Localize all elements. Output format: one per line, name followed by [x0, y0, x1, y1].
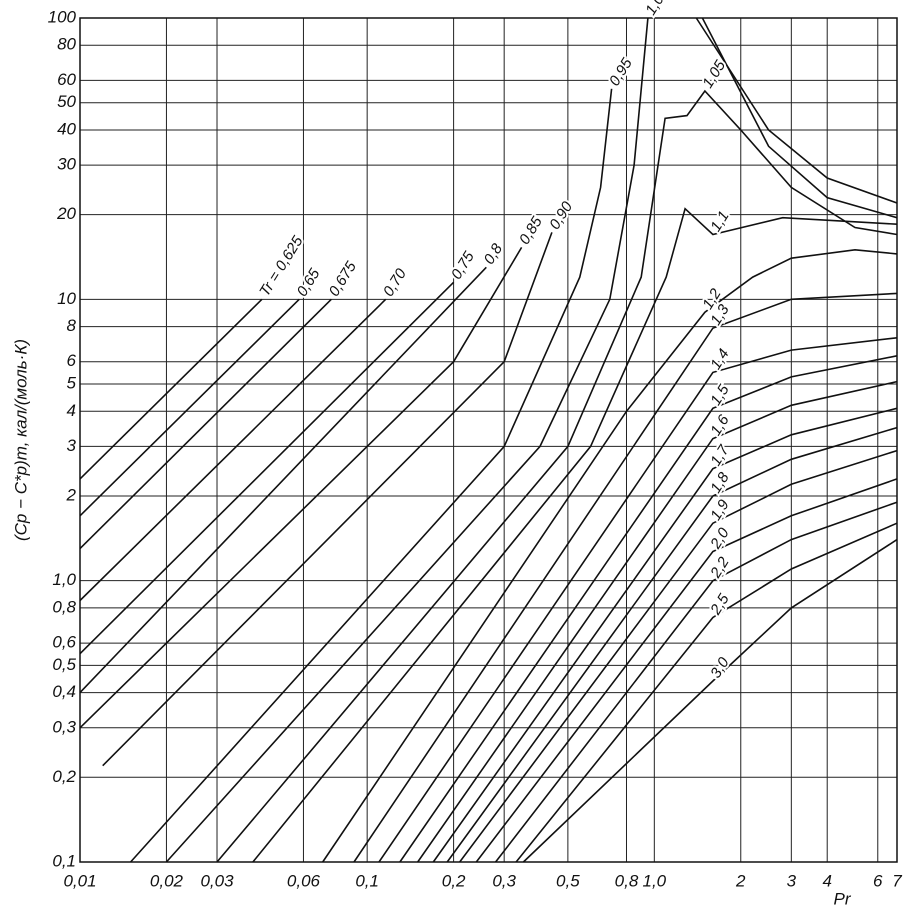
y-tick-label: 0,2 — [52, 767, 76, 786]
y-tick-label: 20 — [56, 204, 76, 223]
curve-label: 2,0 — [707, 524, 733, 552]
curve — [79, 298, 263, 480]
curve-label: 0,95 — [606, 55, 636, 89]
curve — [417, 380, 898, 863]
curve — [446, 426, 898, 863]
curve — [79, 281, 455, 655]
curve — [79, 266, 487, 694]
curve — [165, 17, 898, 863]
y-tick-label: 8 — [67, 316, 77, 335]
curve — [79, 298, 332, 550]
x-tick-label: 4 — [822, 871, 831, 890]
curve — [494, 501, 898, 863]
y-tick-label: 0,3 — [52, 717, 76, 736]
y-tick-label: 3 — [67, 436, 77, 455]
y-tick-label: 2 — [66, 485, 77, 504]
y-tick-label: 60 — [57, 70, 76, 89]
curve-label: 0,675 — [326, 258, 361, 299]
curve — [399, 355, 898, 863]
curve — [322, 248, 898, 863]
curve-label: 1,8 — [707, 469, 733, 496]
curve — [79, 298, 300, 517]
y-tick-label: 80 — [57, 35, 76, 54]
curve-label: 1,5 — [707, 381, 733, 408]
curve-label: 1,7 — [707, 442, 733, 469]
y-tick-label: 1,0 — [52, 570, 76, 589]
x-tick-label: 0,5 — [556, 871, 580, 890]
x-tick-label: 2 — [735, 871, 746, 890]
curve — [459, 449, 898, 863]
y-tick-label: 30 — [57, 155, 76, 174]
curve-label: 1,6 — [707, 412, 733, 439]
curve — [353, 292, 898, 863]
curve-label: 1,9 — [707, 496, 733, 523]
curve-label: 0,70 — [380, 265, 410, 299]
curve-label: 1,0 — [642, 0, 668, 18]
y-tick-label: 5 — [67, 374, 77, 393]
curve-label: 0,85 — [516, 213, 546, 247]
y-tick-label: 0,8 — [52, 597, 76, 616]
curve — [102, 232, 553, 767]
curve — [515, 522, 898, 863]
y-tick-label: 0,4 — [52, 682, 76, 701]
x-tick-label: 0,8 — [615, 871, 639, 890]
y-tick-label: 40 — [57, 119, 76, 138]
curve — [378, 337, 898, 863]
curve-label: 2,5 — [707, 590, 733, 618]
y-tick-label: 4 — [67, 401, 76, 420]
curve — [79, 246, 523, 729]
x-tick-label: 0,03 — [200, 871, 234, 890]
curve — [252, 207, 898, 863]
x-tick-label: 0,2 — [442, 871, 466, 890]
x-tick-label: 6 — [873, 871, 883, 890]
y-tick-label: 0,5 — [52, 655, 76, 674]
curve-label: 0,75 — [448, 248, 478, 282]
x-tick-label: 0,06 — [287, 871, 321, 890]
x-tick-label: 1,0 — [643, 871, 667, 890]
curve — [130, 17, 898, 863]
y-tick-label: 0,6 — [52, 633, 76, 652]
y-tick-label: 6 — [67, 351, 77, 370]
y-tick-label: 10 — [57, 289, 76, 308]
curve — [79, 298, 387, 602]
x-tick-label: 0,02 — [150, 871, 184, 890]
x-axis-label: Pr — [834, 889, 852, 908]
curve-label: 0,65 — [294, 265, 324, 299]
y-tick-label: 50 — [57, 92, 76, 111]
curve — [475, 478, 898, 863]
x-tick-label: 0,01 — [63, 871, 96, 890]
plot-frame — [79, 17, 898, 863]
x-tick-label: 0,3 — [492, 871, 516, 890]
x-tick-label: 7 — [892, 871, 902, 890]
curve — [432, 407, 898, 863]
curve-label: 0,90 — [546, 198, 576, 232]
curve-label: 0,8 — [481, 240, 507, 267]
curve — [522, 538, 898, 863]
x-tick-label: 0,1 — [355, 871, 379, 890]
curve-label: 2,2 — [707, 554, 733, 582]
y-tick-label: 0,1 — [52, 851, 76, 870]
y-tick-label: 100 — [48, 7, 77, 26]
y-axis-label: (Cp − C*p)т, кал/(моль·К) — [11, 339, 30, 541]
x-tick-label: 3 — [787, 871, 797, 890]
curve-label: 3,0 — [707, 654, 733, 681]
curve — [216, 89, 898, 863]
